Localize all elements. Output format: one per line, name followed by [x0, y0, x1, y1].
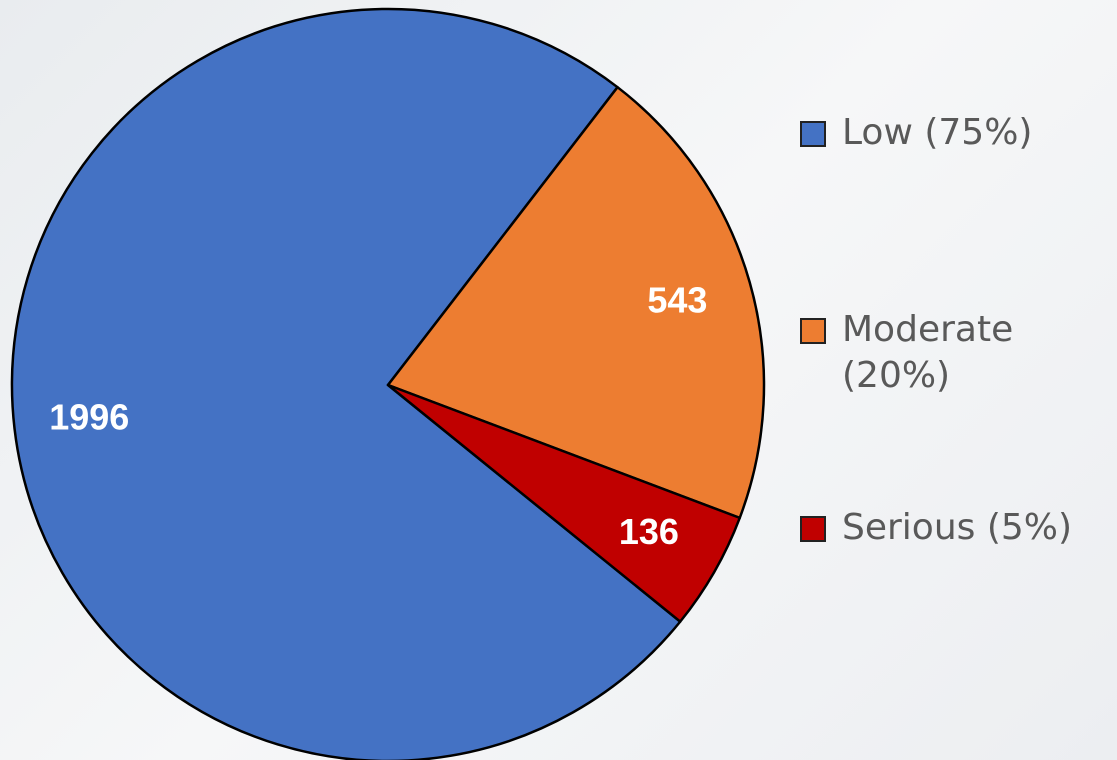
legend-swatch: [800, 121, 826, 147]
legend-entry: Serious (5%): [800, 505, 1112, 551]
pie-slice: [386, 85, 766, 520]
value-label: 1996: [49, 397, 129, 438]
value-label: 136: [619, 511, 679, 552]
pie-slice: [10, 7, 682, 760]
legend-label: Moderate (20%): [842, 309, 1014, 396]
legend-label: Low (75%): [842, 112, 1033, 153]
legend-label: Serious (5%): [842, 507, 1073, 548]
legend-swatch: [800, 516, 826, 542]
pie-slice: [386, 383, 741, 623]
legend-swatch: [800, 318, 826, 344]
legend-entry: Low (75%): [800, 110, 1112, 156]
value-label: 543: [647, 279, 707, 320]
legend-entry: Moderate (20%): [800, 307, 1112, 399]
